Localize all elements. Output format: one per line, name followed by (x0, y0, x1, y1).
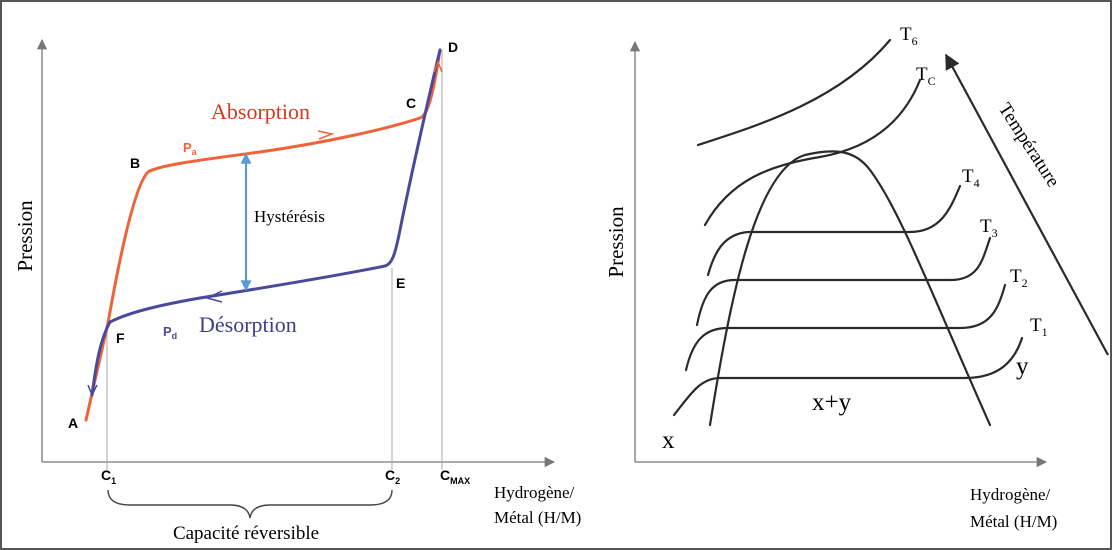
phase-y-label: y (1016, 353, 1029, 380)
point-a-label: A (68, 415, 78, 431)
point-d-label: D (448, 39, 458, 55)
point-c-label: C (406, 95, 416, 111)
left-x-axis-label-line2: Métal (H/M) (494, 508, 581, 527)
temperature-arrow (945, 53, 1109, 356)
temperature-label: Température (994, 99, 1064, 191)
c1-label: C1 (101, 467, 116, 486)
reversible-capacity-label: Capacité réversible (173, 523, 319, 544)
pd-label: Pd (163, 324, 177, 341)
desorption-down-arrow (87, 384, 98, 397)
absorption-direction-arrow (317, 130, 335, 140)
pa-label: Pa (183, 140, 198, 157)
absorption-label: Absorption (211, 99, 310, 124)
right-panel: Pression Température T1 T2 T3 T4 TC T6 x… (604, 24, 1109, 531)
isotherm-t1 (672, 336, 1024, 417)
reversible-capacity-brace (107, 489, 393, 519)
label-t4: T4 (962, 166, 980, 190)
isotherm-t3 (695, 236, 992, 327)
label-t1: T1 (1030, 315, 1048, 339)
isotherm-t6 (696, 38, 892, 147)
right-x-axis-label-line1: Hydrogène/ (970, 485, 1051, 504)
phase-dome (708, 150, 992, 427)
phase-xy-label: x+y (812, 389, 852, 416)
isotherm-t2 (684, 283, 1007, 372)
phase-x-label: x (662, 427, 675, 454)
label-t6: T6 (900, 24, 918, 48)
desorption-direction-arrow (204, 290, 223, 303)
absorption-curve (84, 48, 442, 422)
desorption-label: Désorption (199, 312, 297, 337)
point-e-label: E (396, 275, 405, 291)
left-y-axis-label: Pression (13, 200, 37, 272)
label-t3: T3 (980, 216, 998, 240)
right-y-axis-label: Pression (604, 206, 628, 278)
desorption-curve (90, 48, 442, 397)
absorption-up-arrow (433, 59, 443, 73)
cmax-label: CMAX (440, 467, 470, 486)
point-f-label: F (116, 330, 125, 346)
hysteresis-label: Hystérésis (254, 207, 325, 226)
right-x-axis-label-line2: Métal (H/M) (970, 512, 1057, 531)
left-panel: Pression Hystérésis Absorption Désorptio… (13, 38, 581, 544)
left-x-axis-label-line1: Hydrogène/ (494, 483, 575, 502)
c2-label: C2 (385, 467, 400, 486)
isotherm-t4 (706, 184, 962, 277)
label-tc: TC (916, 64, 936, 88)
point-b-label: B (130, 155, 140, 171)
isotherm-tc (703, 78, 922, 227)
label-t2: T2 (1010, 266, 1028, 290)
